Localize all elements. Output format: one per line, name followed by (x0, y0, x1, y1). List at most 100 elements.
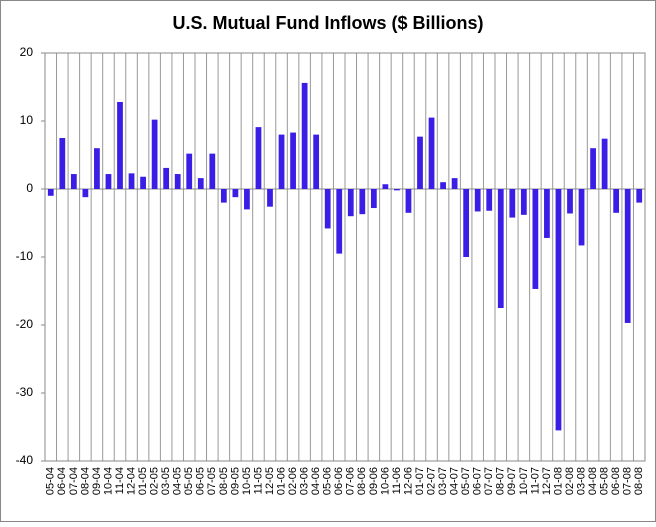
x-tick-label: 11-06 (391, 467, 403, 494)
bar (509, 189, 516, 218)
bar (370, 189, 377, 209)
x-tick-label: 03-08 (575, 467, 587, 495)
bar (105, 174, 112, 189)
x-tick-label: 08-05 (218, 467, 230, 495)
x-tick-label: 02-05 (149, 467, 161, 495)
bar (613, 189, 620, 213)
bar (59, 138, 66, 189)
x-tick-label: 09-07 (506, 467, 518, 495)
x-tick-label: 07-07 (483, 467, 495, 495)
bar (324, 189, 331, 229)
x-tick-label: 01-06 (275, 467, 287, 495)
x-tick-label: 05-08 (599, 467, 611, 495)
x-tick-label: 06-08 (610, 467, 622, 495)
bar (117, 101, 123, 189)
bar (544, 189, 550, 238)
x-tick-label: 06-06 (333, 467, 345, 495)
x-tick-label: 12-06 (402, 467, 414, 495)
bar (82, 189, 89, 198)
bar (209, 153, 216, 189)
bar (578, 189, 585, 246)
x-tick-label: 05-06 (322, 467, 334, 495)
x-tick-label: 10-05 (241, 467, 253, 495)
bar (244, 189, 250, 210)
x-tick-label: 08-07 (495, 467, 507, 495)
bar (474, 189, 481, 212)
bar (440, 182, 446, 189)
bar (601, 138, 608, 189)
bar (636, 189, 643, 203)
bar (520, 189, 527, 215)
x-tick-label: 05-05 (183, 467, 195, 495)
bar (590, 148, 596, 189)
x-tick-label: 06-05 (195, 467, 207, 495)
bar (532, 189, 539, 289)
bar (174, 174, 181, 189)
x-tick-label: 04-07 (449, 467, 461, 495)
x-tick-label: 01-08 (552, 467, 564, 495)
x-tick-label: 12-04 (125, 467, 137, 495)
y-tick-label: -20 (16, 317, 34, 331)
bar (394, 189, 400, 191)
bar (382, 184, 389, 189)
x-tick-label: 08-06 (356, 467, 368, 495)
bar (140, 176, 146, 189)
bar (197, 178, 204, 189)
x-tick-label: 09-06 (368, 467, 380, 495)
x-tick-label: 03-05 (160, 467, 172, 495)
x-tick-label: 09-05 (229, 467, 241, 495)
y-tick-label: 0 (26, 181, 33, 195)
x-tick-label: 02-06 (287, 467, 299, 495)
bar (267, 189, 273, 207)
bar (463, 189, 470, 257)
x-tick-label: 09-04 (91, 467, 103, 495)
x-tick-label: 06-04 (56, 467, 68, 495)
x-tick-label: 08-08 (633, 467, 645, 495)
bar (336, 189, 343, 254)
bar (186, 153, 193, 189)
x-tick-label: 02-08 (564, 467, 576, 495)
bar (624, 189, 631, 323)
bar (428, 117, 435, 189)
x-tick-label: 11-07 (529, 467, 541, 494)
bar (301, 82, 308, 189)
x-tick-label: 03-06 (299, 467, 311, 495)
bar (47, 189, 54, 196)
bar (94, 148, 100, 189)
bar (290, 132, 296, 189)
x-tick-label: 01-05 (137, 467, 149, 495)
bar (417, 136, 423, 189)
bar (313, 134, 320, 189)
x-tick-label: 11-04 (114, 467, 126, 494)
x-tick-label: 07-08 (622, 467, 634, 495)
x-tick-label: 10-04 (102, 467, 114, 495)
x-tick-label: 07-05 (206, 467, 218, 495)
bar (347, 189, 354, 217)
bar (405, 189, 412, 213)
x-tick-label: 06-07 (472, 467, 484, 495)
bar (486, 189, 493, 211)
x-tick-label: 10-07 (518, 467, 530, 495)
x-tick-label: 05-04 (45, 467, 57, 495)
chart-title: U.S. Mutual Fund Inflows ($ Billions) (173, 13, 484, 33)
x-tick-label: 03-07 (437, 467, 449, 495)
bar (70, 174, 77, 189)
x-tick-label: 02-07 (425, 467, 437, 495)
bar (151, 119, 158, 189)
bar (567, 189, 573, 214)
y-tick-label: -10 (16, 249, 34, 263)
bar (497, 189, 504, 308)
y-tick-label: -30 (16, 385, 34, 399)
x-tick-label: 10-06 (379, 467, 391, 495)
x-tick-label: 04-08 (587, 467, 599, 495)
x-tick-label: 05-07 (460, 467, 472, 495)
bar (220, 189, 227, 203)
x-tick-label: 12-05 (264, 467, 276, 495)
x-tick-label: 07-04 (68, 467, 80, 495)
y-tick-label: -40 (16, 453, 34, 467)
x-tick-label: 12-07 (541, 467, 553, 495)
x-tick-label: 04-06 (310, 467, 322, 495)
bar (555, 189, 562, 431)
y-tick-label: 20 (20, 45, 34, 59)
